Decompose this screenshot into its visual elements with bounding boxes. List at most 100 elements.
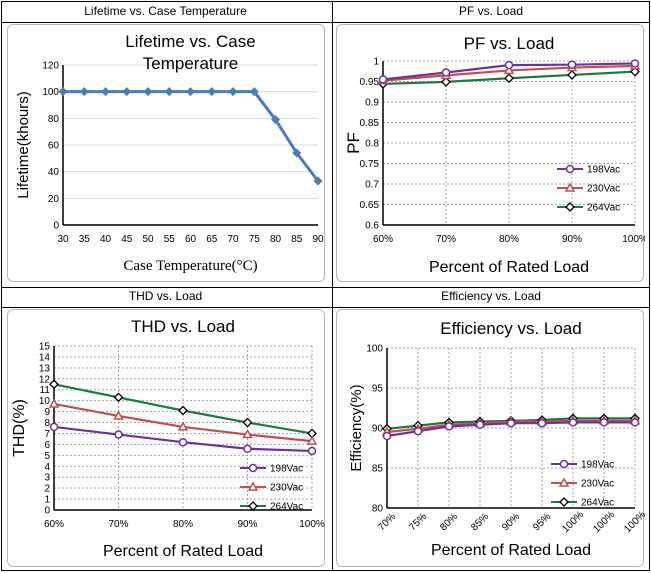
data-point — [178, 405, 188, 416]
x-tick-label: 100% — [622, 234, 645, 245]
x-tick-label: 100% — [299, 519, 325, 530]
x-tick-label: 90% — [500, 511, 522, 533]
data-point — [441, 76, 451, 87]
x-tick-label: 35 — [79, 234, 91, 245]
x-tick-label: 90 — [312, 234, 324, 245]
data-point — [599, 418, 609, 427]
pf-chart: 0.6 0.65 0.7 0.75 0.8 0.85 0.9 0.95 1 60% 70% 80% 90… — [344, 34, 648, 276]
data-point — [177, 421, 189, 431]
legend-label: 230Vac — [270, 483, 303, 494]
data-point — [207, 87, 217, 97]
x-tick-label: 85 — [291, 234, 303, 245]
y-tick-label: 8 — [44, 418, 50, 429]
data-point — [122, 87, 132, 97]
data-point — [49, 422, 59, 432]
chart-title: Efficiency vs. Load — [440, 319, 581, 338]
x-tick-label: 80% — [173, 519, 193, 530]
caption-lifetime: Lifetime vs. Case Temperature — [84, 4, 247, 18]
data-point — [101, 87, 110, 97]
chart-title: Temperature — [143, 54, 238, 73]
caption-pf: PF vs. Load — [458, 4, 524, 18]
data-point — [292, 148, 302, 158]
y-tick-label: 4 — [44, 462, 50, 473]
lifetime-chart: 0 20 40 60 80 100 120 30 35 40 45 50 55 60 65 70 75 80 85 9… — [15, 32, 324, 274]
x-tick-label: 80 — [270, 234, 282, 245]
data-point — [537, 418, 547, 428]
data-point — [630, 418, 640, 427]
table-divider-h3 — [2, 307, 649, 308]
series-line — [63, 90, 320, 182]
y-tick-label: 100 — [42, 87, 59, 98]
data-point — [567, 60, 577, 69]
legend-marker — [559, 497, 569, 507]
legend-label: 264Vac — [581, 498, 614, 509]
y-tick-label: 0.9 — [365, 98, 379, 109]
y-tick-label: 0.85 — [360, 118, 380, 129]
y-axis-label: THD(%) — [11, 399, 28, 457]
data-point — [444, 422, 454, 431]
x-tick-label: 100% — [591, 509, 617, 535]
x-tick-label: 90% — [237, 519, 257, 530]
data-point — [113, 410, 124, 420]
data-point — [306, 435, 318, 445]
legend-label: 264Vac — [270, 502, 303, 513]
x-tick-label: 70% — [108, 519, 128, 530]
data-point — [79, 87, 89, 97]
legend-marker — [247, 481, 259, 491]
panel-efficiency: 80 85 90 95 100 70% 75% 80% 85% 90% 95% 100% 100% 100… — [336, 309, 648, 567]
data-point — [164, 87, 174, 97]
x-axis-label: Percent of Rated Load — [429, 259, 589, 276]
x-tick-label: 85% — [469, 511, 491, 533]
x-tick-label: 65 — [206, 234, 218, 245]
y-tick-label: 120 — [42, 61, 59, 72]
data-point — [504, 60, 514, 70]
data-point — [378, 75, 388, 84]
y-tick-label: 14 — [39, 352, 51, 363]
data-point — [49, 379, 59, 390]
x-tick-label: 95% — [531, 511, 553, 533]
data-point — [567, 70, 577, 80]
y-tick-label: 0.8 — [365, 139, 379, 150]
y-tick-label: 0.6 — [365, 221, 379, 232]
y-tick-label: 9 — [44, 407, 50, 418]
y-tick-label: 80 — [48, 114, 60, 125]
legend-marker — [558, 477, 570, 487]
x-axis-label: Percent of Rated Load — [103, 543, 263, 560]
data-point — [504, 73, 514, 84]
x-axis-label: Case Temperature(°C) — [123, 258, 257, 274]
data-point — [113, 392, 124, 403]
x-tick-label: 100% — [622, 509, 645, 535]
data-point — [313, 176, 323, 186]
y-tick-label: 90 — [372, 424, 384, 435]
y-tick-label: 40 — [48, 167, 60, 178]
y-tick-label: 80 — [372, 504, 384, 515]
data-point — [143, 87, 153, 97]
data-point — [242, 417, 253, 428]
data-point — [48, 398, 60, 408]
legend-marker — [565, 164, 575, 174]
data-point — [382, 431, 392, 441]
y-tick-label: 7 — [44, 429, 50, 440]
panel-thd: 0 1 2 3 4 5 6 7 8 9 10 11 12 13 14 15 60% 70% 80% 90% 100% TH… — [7, 309, 325, 567]
x-tick-label: 45 — [121, 234, 133, 245]
y-tick-label: 100 — [366, 344, 383, 355]
legend-marker — [565, 202, 575, 212]
y-tick-label: 12 — [39, 374, 51, 385]
panel-lifetime: 0 20 40 60 80 100 120 30 35 40 45 50 55 60 65 70 75 80 85 9… — [7, 24, 325, 282]
legend-label: 198Vac — [270, 464, 303, 475]
legend-label: 230Vac — [581, 479, 614, 490]
data-point — [630, 59, 640, 68]
data-point — [413, 426, 423, 436]
x-tick-label: 55 — [164, 234, 176, 245]
data-point — [58, 87, 68, 97]
data-point — [568, 418, 578, 427]
y-tick-label: 5 — [44, 451, 50, 462]
y-tick-label: 20 — [48, 194, 60, 205]
y-tick-label: 6 — [44, 440, 50, 451]
table-divider-vertical — [332, 2, 333, 570]
data-point — [178, 437, 188, 447]
x-tick-label: 100% — [560, 509, 586, 535]
y-tick-label: 95 — [372, 384, 384, 395]
